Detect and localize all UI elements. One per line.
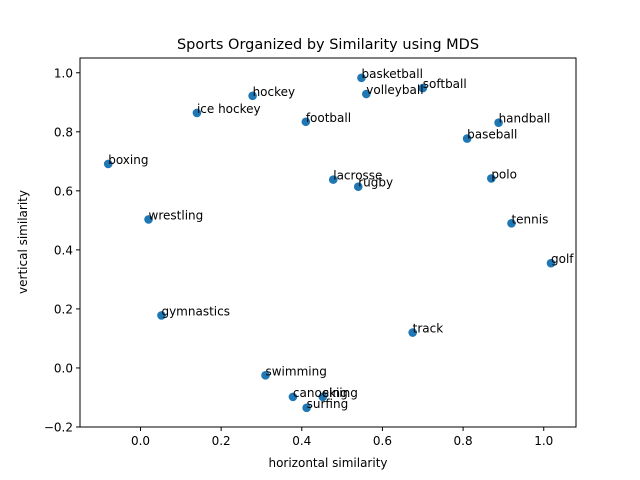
x-tick-label: 0.8 xyxy=(454,434,473,448)
point-label-hockey: hockey xyxy=(253,85,296,99)
point-label-canoeing: canoeing xyxy=(293,386,348,400)
point-label-football: football xyxy=(306,111,351,125)
point-label-rugby: rugby xyxy=(358,176,393,190)
plot-frame xyxy=(79,57,577,428)
y-tick-label: 0.6 xyxy=(54,184,73,198)
point-label-ice-hockey: ice hockey xyxy=(197,102,261,116)
y-tick-label: 0.8 xyxy=(54,125,73,139)
point-lacrosse xyxy=(328,175,338,184)
point-label-wrestling: wrestling xyxy=(149,208,204,222)
point-label-gymnastics: gymnastics xyxy=(161,304,230,318)
point-label-track: track xyxy=(413,322,444,336)
point-surfing xyxy=(302,403,311,413)
points-layer xyxy=(103,73,556,413)
y-axis-ticks: −0.2 0.0 0.2 0.4 0.6 0.8 1.0 xyxy=(44,66,80,435)
point-handball xyxy=(494,118,503,127)
point-label-basketball: basketball xyxy=(361,67,422,81)
point-label-softball: softball xyxy=(423,77,467,91)
point-golf xyxy=(546,258,556,268)
x-tick-label: 0.0 xyxy=(131,434,150,448)
point-boxing xyxy=(103,159,113,169)
y-axis-label: vertical similarity xyxy=(16,190,30,294)
point-swimming xyxy=(261,371,270,380)
point-canoeing xyxy=(288,392,298,402)
point-polo xyxy=(487,174,496,183)
point-tennis xyxy=(507,219,516,228)
point-ice-hockey xyxy=(192,108,202,118)
point-rugby xyxy=(353,182,363,192)
x-tick-label: 0.2 xyxy=(212,434,231,448)
point-softball xyxy=(418,83,428,93)
x-axis-ticks: 0.0 0.2 0.4 0.6 0.8 1.0 xyxy=(131,427,553,448)
point-hockey xyxy=(248,91,257,101)
point-basketball xyxy=(357,73,366,83)
point-label-swimming: swimming xyxy=(265,364,326,378)
y-tick-label: 0.0 xyxy=(54,361,73,375)
point-label-lacrosse: lacrosse xyxy=(333,169,382,183)
y-tick-label: 0.2 xyxy=(54,302,73,316)
chart-title: Sports Organized by Similarity using MDS xyxy=(177,37,479,53)
point-skiing xyxy=(318,392,328,402)
point-football xyxy=(301,117,311,127)
point-label-golf: golf xyxy=(551,252,574,266)
y-tick-label: −0.2 xyxy=(44,421,73,435)
point-label-handball: handball xyxy=(499,112,551,126)
point-label-skiing: skiing xyxy=(323,386,358,400)
point-track xyxy=(408,328,417,337)
x-axis-label: horizontal similarity xyxy=(268,456,387,470)
x-tick-label: 0.6 xyxy=(373,434,392,448)
point-baseball xyxy=(462,134,472,143)
y-tick-label: 1.0 xyxy=(54,66,73,80)
point-label-boxing: boxing xyxy=(108,153,148,167)
x-tick-label: 0.4 xyxy=(292,434,311,448)
point-volleyball xyxy=(362,89,371,99)
point-gymnastics xyxy=(157,311,166,320)
point-label-volleyball: volleyball xyxy=(366,83,423,97)
y-tick-label: 0.4 xyxy=(54,243,73,257)
point-wrestling xyxy=(144,215,153,224)
point-label-surfing: surfing xyxy=(307,397,349,411)
point-label-baseball: baseball xyxy=(467,128,517,142)
point-label-polo: polo xyxy=(491,167,517,181)
point-label-tennis: tennis xyxy=(511,212,548,226)
x-tick-label: 1.0 xyxy=(534,434,553,448)
